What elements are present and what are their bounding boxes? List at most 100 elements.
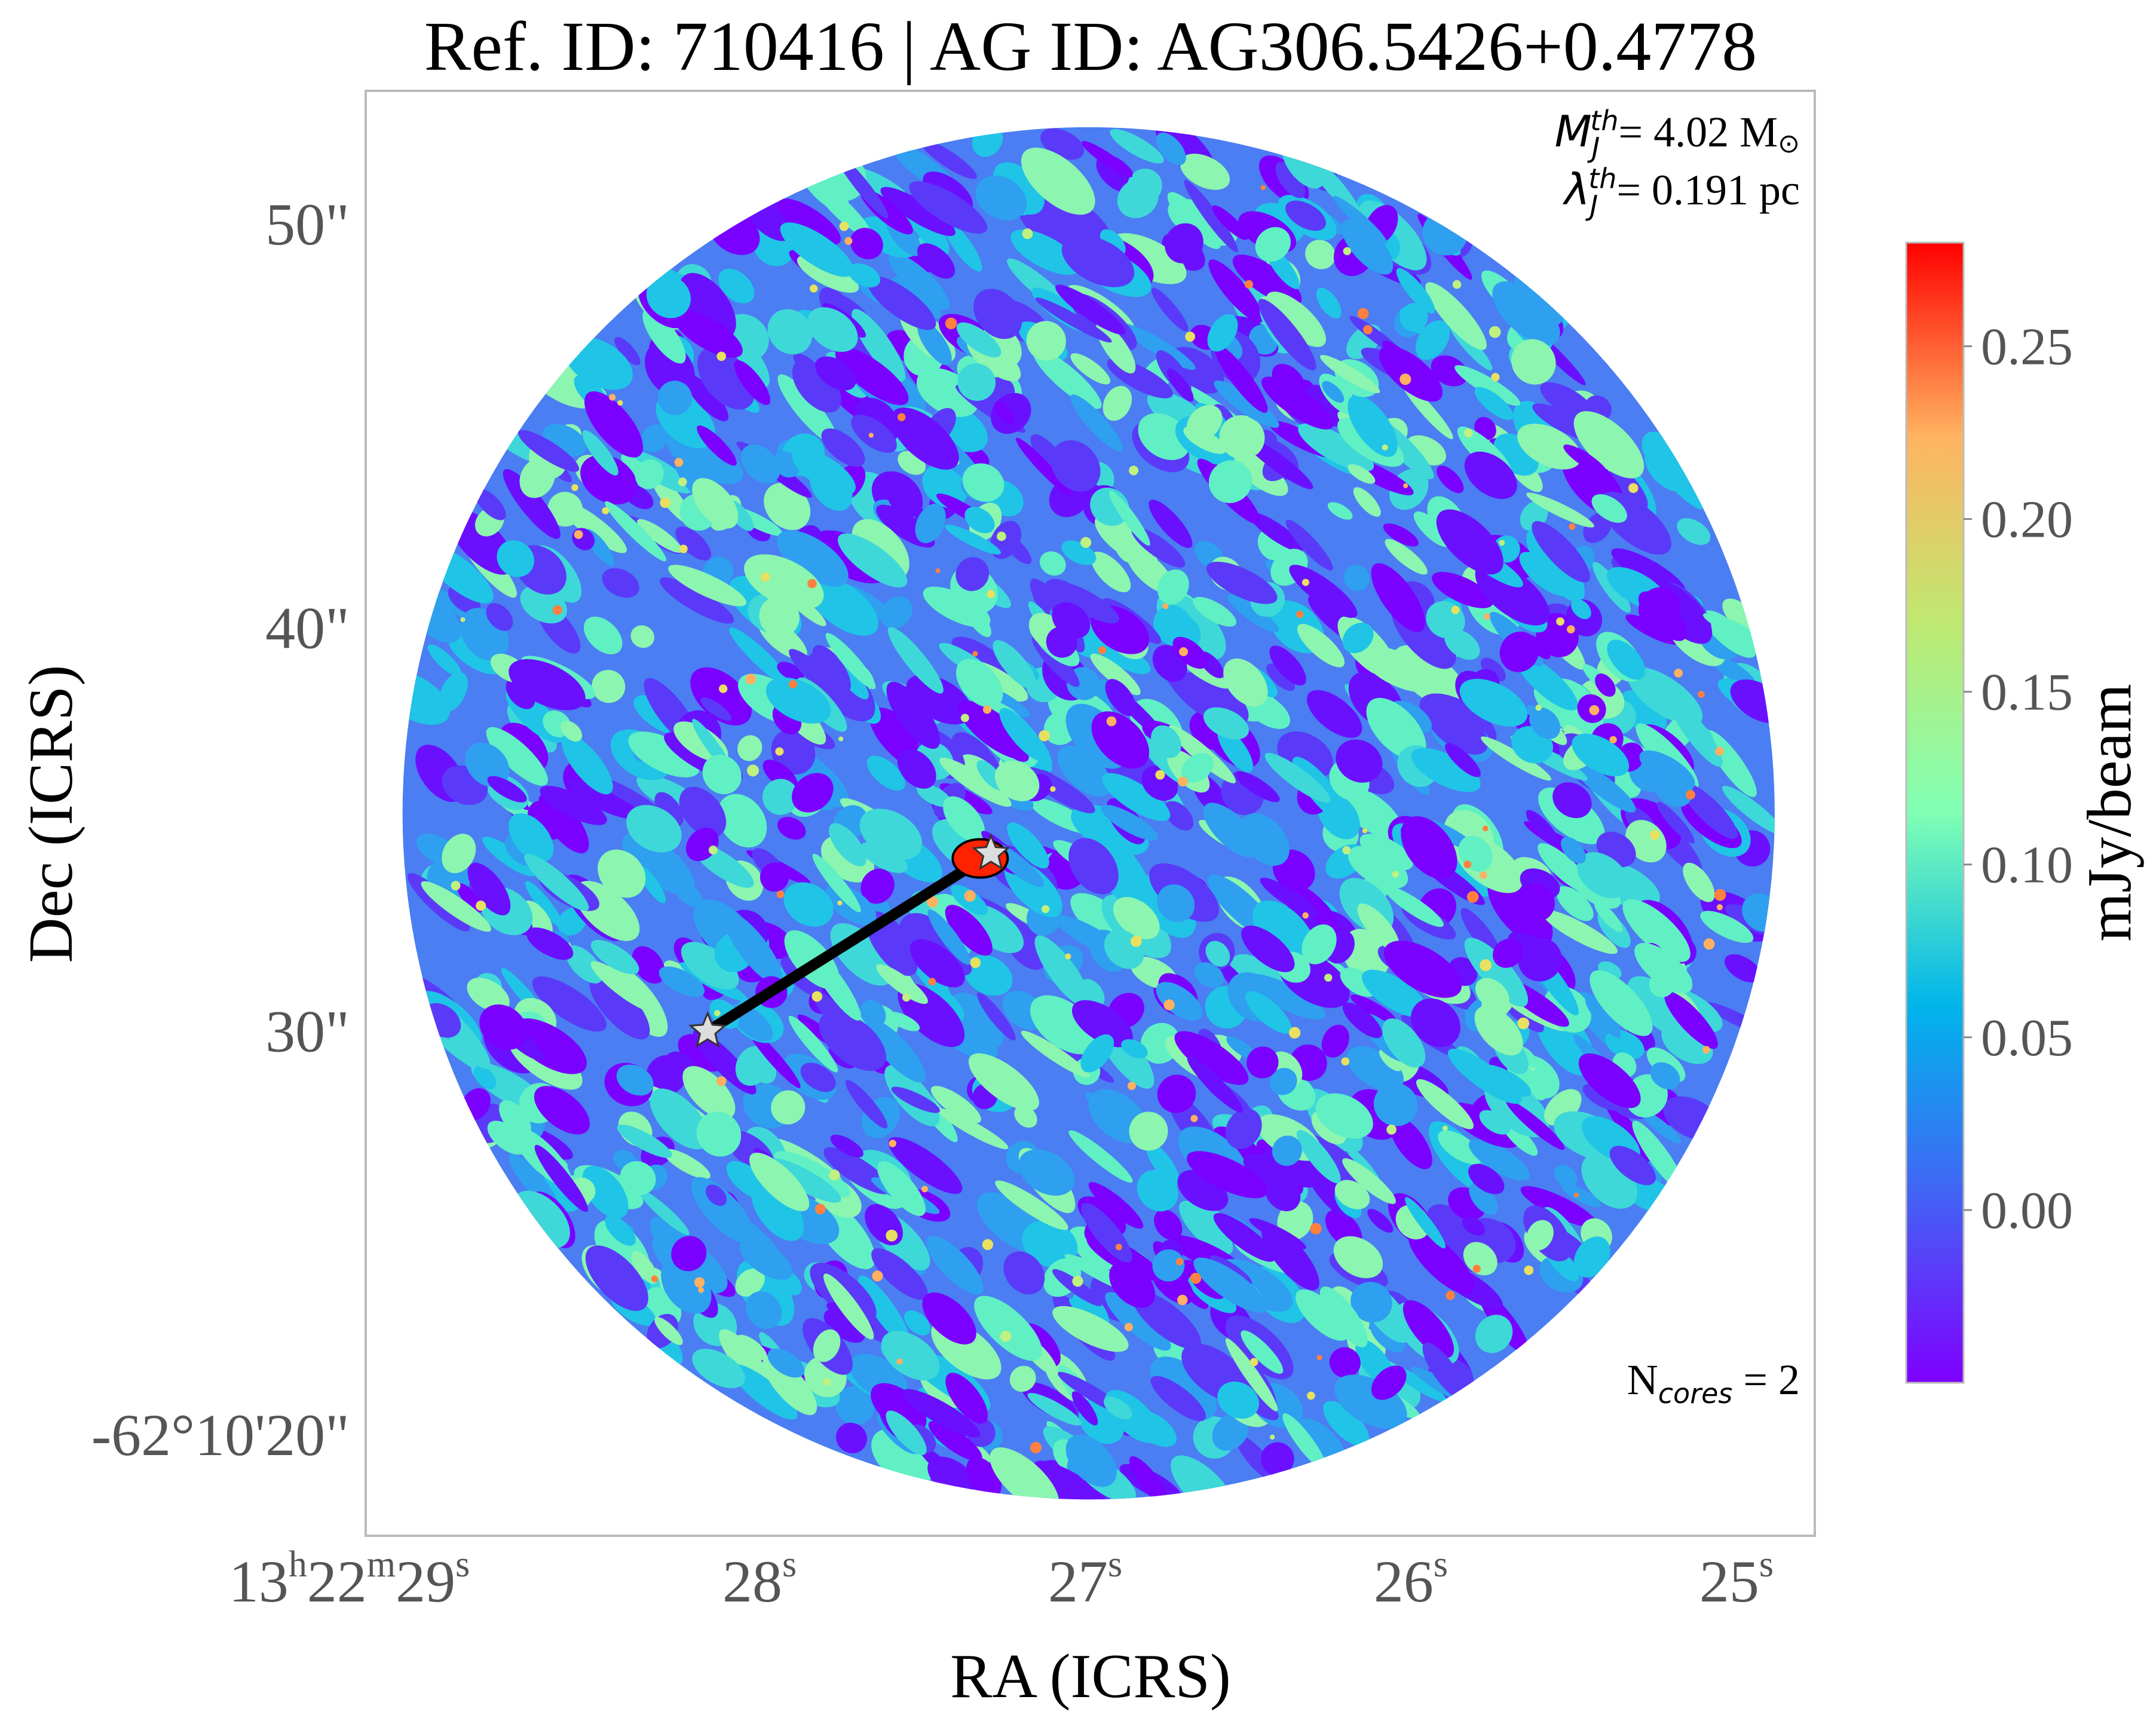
noise-speck	[438, 672, 468, 712]
noise-speck	[1383, 886, 1444, 927]
noise-speck	[705, 1184, 727, 1206]
bright-speck	[1483, 825, 1489, 832]
noise-speck	[671, 1236, 707, 1272]
noise-speck	[739, 1239, 793, 1280]
bright-speck	[1702, 1046, 1710, 1054]
noise-speck	[1401, 816, 1457, 880]
colorbar-tick-label: 0.05	[1981, 1009, 2073, 1067]
noise-speck	[777, 198, 841, 245]
bright-speck	[1030, 1441, 1042, 1454]
noise-speck	[1046, 626, 1077, 658]
noise-speck	[657, 855, 699, 902]
bright-speck	[1589, 705, 1600, 715]
noise-speck	[1241, 1330, 1284, 1374]
noise-speck	[922, 1292, 976, 1345]
noise-speck	[1109, 1261, 1156, 1308]
noise-speck	[865, 1018, 926, 1083]
noise-speck	[1021, 148, 1095, 215]
bright-speck	[829, 1169, 840, 1181]
bright-speck	[719, 684, 728, 693]
noise-speck	[487, 776, 527, 803]
noise-speck	[635, 459, 664, 489]
noise-speck	[957, 363, 996, 401]
noise-speck	[1341, 219, 1394, 275]
jeans-length-superscript: th	[1588, 163, 1616, 195]
noise-speck	[745, 1291, 782, 1330]
noise-speck	[1301, 924, 1337, 964]
noise-speck	[1090, 653, 1141, 696]
noise-speck	[927, 909, 970, 965]
noise-speck	[1051, 440, 1101, 492]
noise-speck	[1573, 1236, 1610, 1278]
noise-speck	[1591, 494, 1627, 523]
noise-speck	[1149, 500, 1193, 549]
noise-speck	[1101, 804, 1158, 841]
noise-speck	[1091, 552, 1131, 593]
noise-speck	[812, 645, 851, 694]
noise-speck	[590, 939, 639, 975]
noise-speck	[928, 1420, 982, 1462]
bright-speck	[1649, 830, 1660, 840]
noise-speck	[788, 1015, 838, 1073]
noise-speck	[1225, 1338, 1278, 1411]
noise-speck	[1481, 736, 1552, 781]
noise-speck	[923, 586, 991, 627]
noise-speck	[956, 557, 990, 592]
bright-speck	[1296, 610, 1304, 618]
noise-speck	[717, 794, 767, 848]
noise-speck	[1232, 255, 1302, 306]
noise-speck	[792, 359, 841, 413]
bright-speck	[1524, 1265, 1534, 1275]
bright-speck	[1714, 889, 1726, 901]
noise-speck	[887, 489, 918, 517]
noise-speck	[1121, 1039, 1148, 1059]
noise-speck	[442, 834, 476, 874]
bright-speck	[1399, 373, 1411, 385]
bright-speck	[1316, 1355, 1322, 1361]
bright-speck	[1489, 326, 1501, 338]
bright-speck	[1446, 1291, 1455, 1300]
noise-speck	[1217, 1382, 1260, 1419]
noise-speck	[1315, 1093, 1373, 1139]
noise-speck	[1235, 771, 1280, 803]
noise-speck	[1342, 1158, 1396, 1204]
bright-speck	[868, 433, 874, 438]
noise-speck	[1327, 502, 1353, 520]
noise-speck	[1425, 282, 1487, 350]
bright-speck	[987, 590, 996, 599]
noise-speck	[807, 307, 858, 352]
noise-speck	[517, 430, 580, 472]
noise-speck	[751, 1179, 804, 1241]
noise-speck	[1422, 1342, 1467, 1400]
noise-speck	[1383, 523, 1419, 547]
bright-speck	[617, 400, 623, 406]
noise-speck	[767, 1348, 805, 1378]
noise-speck	[881, 1331, 940, 1381]
noise-speck	[1683, 862, 1715, 902]
noise-speck	[1071, 1391, 1098, 1426]
bright-speck	[679, 544, 688, 553]
noise-speck	[1526, 1220, 1554, 1251]
bright-speck	[1041, 905, 1050, 914]
noise-speck	[994, 401, 1014, 424]
noise-speck	[1193, 1257, 1267, 1313]
bright-speck	[708, 845, 718, 855]
noise-speck	[860, 868, 895, 904]
noise-speck	[968, 1053, 1039, 1111]
noise-speck	[1245, 991, 1292, 1034]
noise-speck	[1445, 743, 1481, 777]
noise-speck	[1022, 1220, 1078, 1268]
noise-speck	[1592, 562, 1631, 613]
bright-speck	[945, 317, 957, 329]
noise-speck	[561, 734, 613, 795]
noise-speck	[1039, 551, 1066, 576]
noise-speck	[1264, 752, 1331, 803]
noise-speck	[860, 1000, 886, 1027]
bright-speck	[838, 736, 844, 742]
x-tick-label: 27s	[1048, 1544, 1122, 1615]
noise-speck	[692, 1349, 745, 1389]
noise-speck	[760, 862, 789, 892]
noise-speck	[684, 373, 729, 421]
colorbar: 0.00 0.05 0.10 0.15 0.20 0.25 mJy/beam	[1905, 241, 2144, 1384]
noise-speck	[852, 309, 906, 382]
